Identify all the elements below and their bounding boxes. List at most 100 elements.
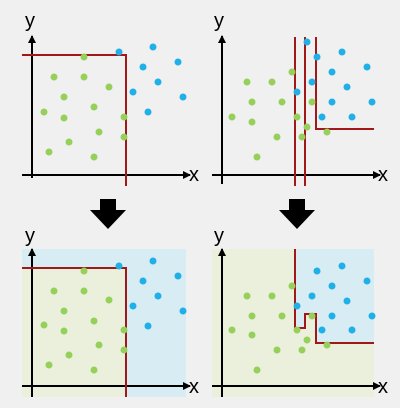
blue-point [328, 68, 336, 76]
blue-point [179, 93, 187, 101]
green-point [40, 321, 48, 329]
green-point [65, 138, 73, 146]
blue-point [293, 302, 301, 310]
green-point [278, 98, 286, 106]
blue-point [303, 38, 311, 46]
green-point [243, 78, 251, 86]
panel-bottom-right: y x [212, 225, 388, 398]
green-points [228, 282, 331, 374]
decision-boundary [22, 267, 127, 397]
blue-point [308, 292, 316, 300]
green-point [120, 133, 128, 141]
green-point [80, 73, 88, 81]
green-point [248, 312, 256, 320]
blue-point [179, 307, 187, 315]
blue-point [363, 277, 371, 285]
blue-point [154, 78, 162, 86]
green-point [293, 113, 301, 121]
green-point [65, 351, 73, 359]
green-point [45, 361, 53, 369]
x-axis-label: x [378, 376, 388, 398]
green-point [253, 153, 261, 161]
green-points [228, 68, 331, 161]
down-arrow-icon [90, 199, 126, 229]
y-axis-label: y [25, 10, 35, 32]
blue-point [293, 88, 301, 96]
blue-point [174, 58, 182, 66]
green-point [105, 83, 113, 91]
green-point [303, 123, 311, 131]
panel-top-right: y x [212, 10, 388, 186]
green-point [105, 296, 113, 304]
blue-points [115, 43, 187, 116]
blue-point [318, 326, 326, 334]
blue-point [318, 113, 326, 121]
blue-point [348, 113, 356, 121]
green-point [248, 98, 256, 106]
green-point [120, 113, 128, 121]
green-point [60, 93, 68, 101]
blue-point [348, 326, 356, 334]
green-point [248, 118, 256, 126]
green-point [308, 312, 316, 320]
blue-point [368, 98, 376, 106]
blue-points [293, 38, 376, 121]
green-point [288, 282, 296, 290]
green-point [293, 326, 301, 334]
blue-point [368, 312, 376, 320]
green-point [228, 113, 236, 121]
blue-point [115, 262, 123, 270]
blue-point [149, 257, 157, 265]
blue-point [139, 277, 147, 285]
blue-region [126, 249, 186, 397]
green-point [90, 103, 98, 111]
blue-point [139, 63, 147, 71]
green-point [120, 346, 128, 354]
green-point [228, 326, 236, 334]
green-point [80, 287, 88, 295]
blue-point [115, 48, 123, 56]
blue-point [144, 108, 152, 116]
green-point [90, 366, 98, 374]
blue-points [293, 262, 376, 334]
green-point [95, 341, 103, 349]
blue-point [154, 292, 162, 300]
green-point [60, 307, 68, 315]
green-point [298, 346, 306, 354]
green-point [303, 336, 311, 344]
green-point [273, 346, 281, 354]
blue-point [308, 78, 316, 86]
decision-boundary [22, 54, 127, 186]
y-axis-label: y [25, 225, 35, 247]
blue-point [149, 43, 157, 51]
blue-point [363, 63, 371, 71]
green-point [50, 287, 58, 295]
blue-point [328, 98, 336, 106]
green-point [278, 312, 286, 320]
blue-region [22, 249, 126, 268]
blue-point [313, 53, 321, 61]
green-point [248, 331, 256, 339]
x-axis-label: x [189, 164, 199, 186]
green-point [80, 267, 88, 275]
panel-top-left: y x [22, 10, 199, 186]
split-line [315, 37, 374, 130]
blue-point [328, 312, 336, 320]
green-points [40, 267, 128, 374]
blue-point [129, 302, 137, 310]
decision-boundaries [294, 37, 374, 186]
blue-point [343, 83, 351, 91]
blue-point [343, 297, 351, 305]
blue-point [328, 282, 336, 290]
blue-point [338, 262, 346, 270]
blue-points [115, 257, 187, 330]
green-region [22, 249, 126, 397]
blue-point [338, 48, 346, 56]
green-point [288, 68, 296, 76]
blue-point [174, 272, 182, 280]
green-point [268, 292, 276, 300]
green-point [308, 98, 316, 106]
green-point [50, 73, 58, 81]
green-point [90, 317, 98, 325]
